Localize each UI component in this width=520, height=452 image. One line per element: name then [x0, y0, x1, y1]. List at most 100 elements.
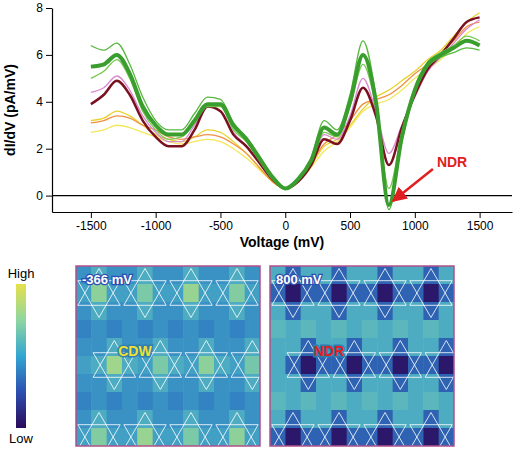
map-cell — [408, 392, 424, 411]
x-tick-label: 1000 — [402, 219, 429, 233]
map-cell — [362, 284, 378, 303]
map-cell — [137, 428, 153, 446]
star-overlay — [272, 269, 454, 447]
zero-line — [52, 195, 512, 196]
map-cell — [270, 374, 286, 393]
map-cell — [408, 428, 424, 446]
map-cell — [331, 320, 347, 339]
map-cell — [439, 356, 454, 375]
map-cell — [76, 320, 92, 339]
map-cell — [199, 320, 215, 339]
x-tick-mark — [480, 212, 481, 218]
x-tick-label: 0 — [282, 219, 289, 233]
map-cell — [168, 428, 184, 446]
x-axis-line — [53, 212, 513, 213]
spectrum-line — [91, 36, 480, 188]
star-outline — [410, 269, 452, 318]
star-outline — [231, 341, 260, 390]
map-cell — [76, 374, 92, 393]
panel-annotation: NDR — [314, 343, 344, 359]
map-cell — [347, 392, 363, 411]
star-outline — [272, 413, 314, 447]
map-cell — [183, 392, 199, 411]
map-cell — [153, 320, 169, 339]
x-tick-mark — [156, 212, 157, 218]
map-cell — [393, 392, 409, 411]
map-cell — [316, 428, 332, 446]
map-cell — [91, 320, 107, 339]
star-outline — [364, 413, 406, 447]
x-tick-label: -1500 — [76, 219, 107, 233]
y-tick-mark — [46, 55, 52, 56]
map-cell — [331, 284, 347, 303]
colorbar-label: High — [8, 266, 35, 281]
panel-label: 800 mV — [276, 272, 322, 287]
map-cell — [153, 392, 169, 411]
colorbar-label: Low — [9, 431, 33, 446]
map-cell — [168, 284, 184, 303]
map-cell — [423, 320, 439, 339]
map-cell — [245, 392, 260, 411]
y-tick: 2 — [36, 142, 52, 156]
y-tick-label: 2 — [36, 142, 43, 156]
map-cell — [301, 320, 317, 339]
map-cell — [270, 338, 286, 357]
plot-area — [52, 13, 512, 210]
map-cell — [285, 392, 301, 411]
map-cell — [423, 428, 439, 446]
y-axis-line — [52, 9, 53, 213]
map-cell — [137, 392, 153, 411]
map-cell — [76, 428, 92, 446]
map-cell — [91, 392, 107, 411]
map-cell — [229, 356, 245, 375]
map-cells — [270, 266, 454, 446]
star-outline — [170, 269, 212, 318]
map-cell — [91, 356, 107, 375]
x-tick: 0 — [282, 212, 289, 233]
y-tick-mark — [46, 8, 52, 9]
star-outline — [185, 341, 228, 390]
star-outline — [124, 413, 166, 447]
map-cell — [377, 320, 393, 339]
colorbar — [16, 284, 26, 428]
spectrum-line — [91, 27, 480, 189]
spectrum-line — [91, 22, 480, 188]
map-cell — [377, 356, 393, 375]
map-cell — [122, 392, 138, 411]
spectrum-line — [91, 41, 480, 210]
map-cell — [229, 392, 245, 411]
map-cell — [423, 284, 439, 303]
map-cell — [439, 320, 454, 339]
map-cell — [245, 356, 260, 375]
map-panel: -366 mVCDW — [76, 266, 274, 452]
map-cell — [362, 392, 378, 411]
panel-frame — [76, 266, 260, 446]
map-cell — [214, 320, 230, 339]
spectrum-line — [91, 20, 480, 189]
annotation-label: NDR — [437, 154, 467, 170]
map-cell — [285, 320, 301, 339]
y-tick: 6 — [36, 48, 52, 62]
map-cell — [183, 284, 199, 303]
map-cell — [285, 428, 301, 446]
panel-label: -366 mV — [82, 272, 132, 287]
map-cell — [229, 320, 245, 339]
map-cell — [122, 320, 138, 339]
x-tick: 500 — [341, 212, 361, 233]
x-tick: -500 — [209, 212, 233, 233]
map-cell — [214, 428, 230, 446]
map-cell — [199, 392, 215, 411]
panel-frame — [270, 266, 454, 446]
map-cell — [285, 356, 301, 375]
map-cell — [168, 392, 184, 411]
map-cell — [408, 320, 424, 339]
map-cell — [270, 392, 286, 411]
spectrum-line — [91, 17, 480, 188]
x-tick-label: 500 — [341, 219, 361, 233]
map-cell — [153, 356, 169, 375]
star-outline — [318, 269, 360, 318]
map-cell — [347, 356, 363, 375]
map-cell — [137, 284, 153, 303]
map-cells — [76, 266, 260, 446]
map-cell — [331, 392, 347, 411]
